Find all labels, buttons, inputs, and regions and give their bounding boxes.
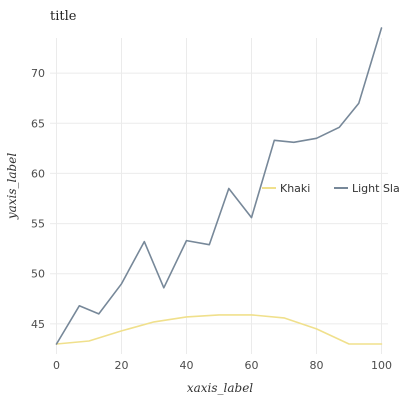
x-axis-title: xaxis_label <box>187 381 253 395</box>
y-tick-label: 45 <box>31 318 45 331</box>
grid <box>50 38 388 354</box>
y-tick-label: 70 <box>31 67 45 80</box>
x-tick-label: 40 <box>180 359 194 372</box>
x-tick-label: 20 <box>115 359 129 372</box>
legend: Khaki Light Slate <box>262 182 400 195</box>
y-tick-label: 65 <box>31 117 45 130</box>
y-tick-label: 50 <box>31 268 45 281</box>
series-line-light-slate <box>55 27 383 345</box>
x-tick-label: 100 <box>371 359 392 372</box>
x-tick-labels: 0 20 40 60 80 100 <box>53 359 392 372</box>
y-axis-title: yaxis_label <box>5 153 19 220</box>
y-tick-labels: 45 50 55 60 65 70 <box>31 67 45 331</box>
legend-label-khaki: Khaki <box>280 182 310 195</box>
y-tick-label: 60 <box>31 167 45 180</box>
series-lines <box>55 27 383 345</box>
x-tick-label: 0 <box>53 359 60 372</box>
chart-title: title <box>50 9 77 24</box>
series-line-khaki <box>55 314 383 345</box>
legend-label-light-slate: Light Slate <box>352 182 400 195</box>
x-tick-label: 80 <box>310 359 324 372</box>
y-tick-label: 55 <box>31 218 45 231</box>
x-tick-label: 60 <box>245 359 259 372</box>
